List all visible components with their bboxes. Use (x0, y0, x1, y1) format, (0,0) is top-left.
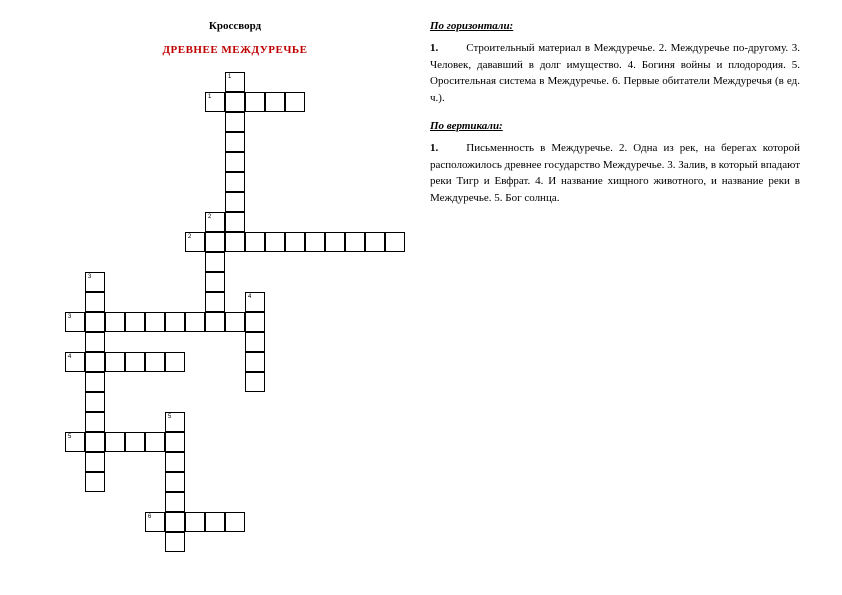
grid-cell (165, 452, 185, 472)
grid-cell (225, 192, 245, 212)
grid-cell (125, 432, 145, 452)
grid-cell (205, 232, 225, 252)
grid-cell (245, 232, 265, 252)
cell-number: 1 (208, 94, 211, 100)
grid-cell (205, 272, 225, 292)
grid-cell: 1 (205, 92, 225, 112)
down-clue-text: Письменность в Междуречье. 2. Одна из ре… (430, 142, 800, 204)
grid-cell (245, 352, 265, 372)
grid-cell (205, 512, 225, 532)
grid-cell (245, 372, 265, 392)
cell-number: 3 (88, 274, 91, 280)
across-lead-number: 1. (430, 42, 438, 54)
grid-cell: 5 (65, 432, 85, 452)
cell-number: 5 (68, 434, 71, 440)
grid-cell (305, 232, 325, 252)
page-subtitle: ДРЕВНЕЕ МЕЖДУРЕЧЬЕ (162, 44, 307, 56)
cell-number: 1 (228, 74, 231, 80)
grid-cell (285, 92, 305, 112)
grid-cell (225, 112, 245, 132)
grid-cell (285, 232, 305, 252)
grid-cell (85, 292, 105, 312)
crossword-grid-wrap: 1 1 2 2 3 4 3 4 5 5 6 (65, 72, 405, 552)
down-heading: По вертикали: (430, 120, 800, 132)
cell-number: 6 (148, 514, 151, 520)
grid-cell (205, 312, 225, 332)
grid-cell (165, 312, 185, 332)
grid-cell (165, 512, 185, 532)
grid-cell (225, 132, 245, 152)
cell-number: 4 (248, 294, 251, 300)
page-heading: Кроссворд (209, 20, 261, 32)
cell-number: 2 (208, 214, 211, 220)
grid-cell (165, 352, 185, 372)
grid-cell: 3 (65, 312, 85, 332)
grid-cell (125, 312, 145, 332)
grid-cell (165, 432, 185, 452)
across-heading: По горизонтали: (430, 20, 800, 32)
grid-cell (245, 92, 265, 112)
grid-cell (345, 232, 365, 252)
grid-cell (85, 432, 105, 452)
cell-number: 5 (168, 414, 171, 420)
grid-cell (205, 292, 225, 312)
grid-cell (225, 512, 245, 532)
grid-cell (145, 432, 165, 452)
grid-cell (85, 472, 105, 492)
grid-cell (85, 412, 105, 432)
grid-cell (105, 352, 125, 372)
grid-cell: 2 (205, 212, 225, 232)
grid-cell: 1 (225, 72, 245, 92)
grid-cell (265, 92, 285, 112)
grid-cell (85, 392, 105, 412)
grid-cell (385, 232, 405, 252)
grid-cell (125, 352, 145, 372)
grid-cell: 6 (145, 512, 165, 532)
grid-cell (85, 332, 105, 352)
grid-cell (145, 352, 165, 372)
across-clues: 1.Строительный материал в Междуречье. 2.… (430, 40, 800, 106)
grid-cell (265, 232, 285, 252)
grid-cell (165, 472, 185, 492)
grid-cell: 5 (165, 412, 185, 432)
grid-cell (225, 152, 245, 172)
grid-cell (85, 452, 105, 472)
left-column: Кроссворд ДРЕВНЕЕ МЕЖДУРЕЧЬЕ 1 1 2 2 3 4 3 4 5 5 6 (0, 0, 420, 595)
grid-cell: 2 (185, 232, 205, 252)
right-column: По горизонтали: 1.Строительный материал … (420, 0, 840, 595)
grid-cell (225, 312, 245, 332)
grid-cell (185, 312, 205, 332)
grid-cell (225, 232, 245, 252)
across-clue-text: Строительный материал в Междуречье. 2. М… (430, 42, 800, 104)
grid-cell (185, 512, 205, 532)
grid-cell (225, 212, 245, 232)
grid-cell (325, 232, 345, 252)
grid-cell (365, 232, 385, 252)
grid-cell (225, 172, 245, 192)
grid-cell: 3 (85, 272, 105, 292)
grid-cell (105, 312, 125, 332)
grid-cell (165, 532, 185, 552)
cell-number: 2 (188, 234, 191, 240)
grid-cell (85, 372, 105, 392)
grid-cell (85, 312, 105, 332)
grid-cell: 4 (65, 352, 85, 372)
down-clues: 1.Письменность в Междуречье. 2. Одна из … (430, 140, 800, 206)
grid-cell (145, 312, 165, 332)
grid-cell (105, 432, 125, 452)
grid-cell (165, 492, 185, 512)
grid-cell (205, 252, 225, 272)
grid-cell (245, 312, 265, 332)
cell-number: 3 (68, 314, 71, 320)
grid-cell (245, 332, 265, 352)
down-lead-number: 1. (430, 142, 438, 154)
cell-number: 4 (68, 354, 71, 360)
grid-cell: 4 (245, 292, 265, 312)
grid-cell (85, 352, 105, 372)
grid-cell (225, 92, 245, 112)
